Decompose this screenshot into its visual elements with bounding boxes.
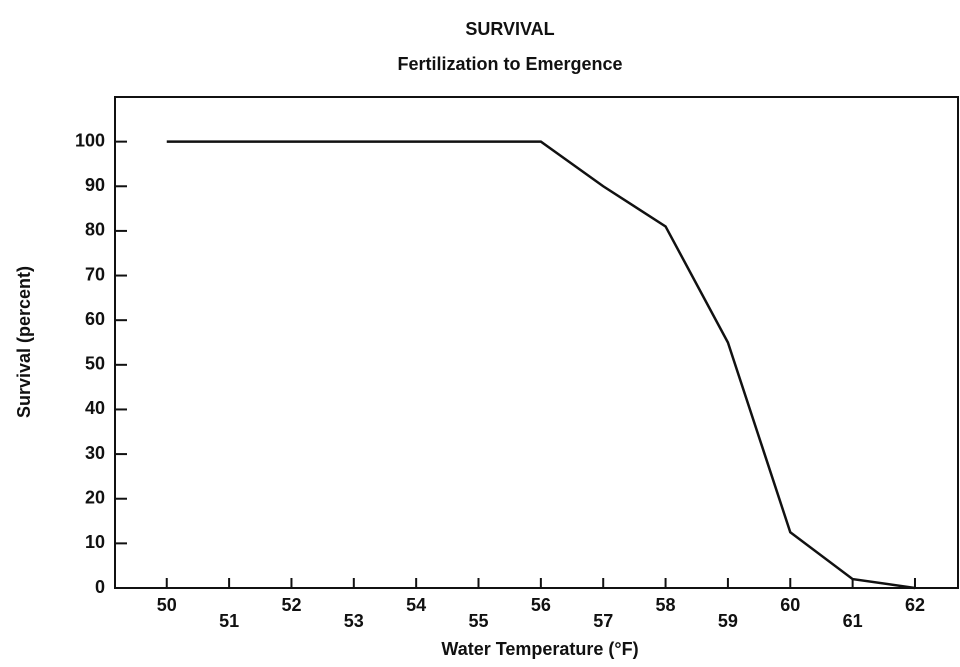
y-tick-label: 50 (85, 354, 105, 374)
y-tick-label: 20 (85, 487, 105, 507)
x-tick-label: 61 (843, 611, 863, 631)
y-tick-label: 0 (95, 577, 105, 597)
x-tick-label: 59 (718, 611, 738, 631)
x-tick-label: 60 (780, 595, 800, 615)
x-tick-label: 58 (656, 595, 676, 615)
plot-frame (114, 96, 959, 589)
y-tick-label: 100 (75, 130, 105, 150)
x-tick-label: 56 (531, 595, 551, 615)
x-tick-label: 50 (157, 595, 177, 615)
x-tick-label: 53 (344, 611, 364, 631)
x-tick-label: 51 (219, 611, 239, 631)
x-tick-label: 57 (593, 611, 613, 631)
y-tick-label: 70 (85, 264, 105, 284)
chart-subtitle: Fertilization to Emergence (397, 54, 622, 74)
x-tick-label: 52 (281, 595, 301, 615)
x-axis-label: Water Temperature (°F) (441, 639, 638, 659)
x-tick-label: 55 (468, 611, 488, 631)
y-tick-label: 90 (85, 175, 105, 195)
y-tick-label: 40 (85, 398, 105, 418)
y-axis-label: Survival (percent) (14, 266, 34, 418)
chart-title: SURVIVAL (465, 19, 554, 39)
y-tick-label: 30 (85, 443, 105, 463)
y-tick-label: 10 (85, 532, 105, 552)
data-line (166, 140, 916, 590)
y-tick-label: 60 (85, 309, 105, 329)
y-tick-label: 80 (85, 220, 105, 240)
x-tick-label: 62 (905, 595, 925, 615)
x-tick-label: 54 (406, 595, 426, 615)
